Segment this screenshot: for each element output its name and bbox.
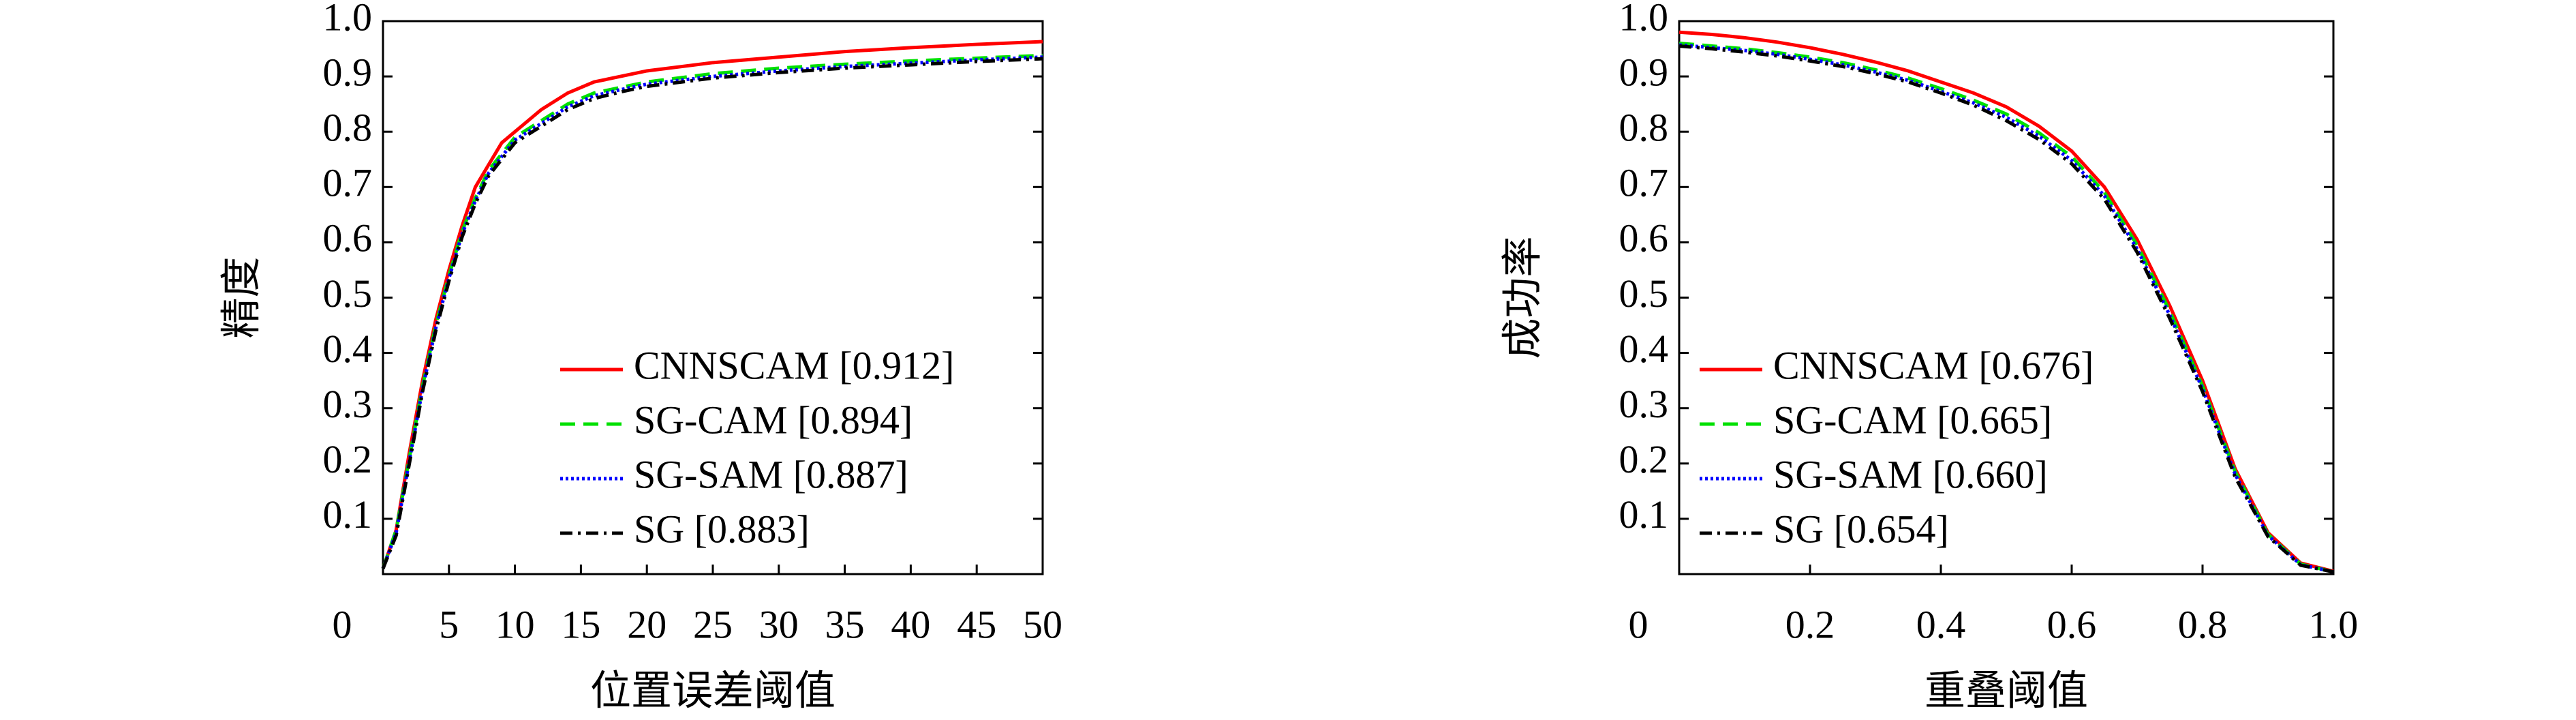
- y-axis-label: 精度: [218, 257, 266, 339]
- x-tick-label: 0.4: [1916, 602, 1966, 646]
- x-tick-label: 10: [495, 602, 535, 646]
- series-line: [381, 57, 1043, 569]
- y-tick-label: 0.8: [1619, 106, 1669, 150]
- y-tick-label: 0.6: [323, 216, 373, 260]
- series-line: [1678, 44, 2334, 574]
- y-axis-label: 成功率: [1499, 237, 1547, 359]
- y-tick-label: 0.1: [1619, 492, 1669, 537]
- legend-label: SG [0.654]: [1773, 507, 1949, 551]
- legend-label: SG-CAM [0.894]: [634, 397, 913, 442]
- x-tick-label: 40: [891, 602, 930, 646]
- legend-label: CNNSCAM [0.676]: [1773, 343, 2094, 387]
- y-tick-label: 0.3: [323, 382, 373, 426]
- x-tick-label: 0.8: [2178, 602, 2228, 646]
- series-line: [1678, 30, 2334, 573]
- x-axis-label: 位置误差阈值: [590, 668, 835, 715]
- legend-label: SG-CAM [0.665]: [1773, 397, 2052, 442]
- x-tick-label: 35: [825, 602, 865, 646]
- y-tick-label: 0.8: [323, 106, 373, 150]
- x-tick-label: 0: [333, 602, 352, 646]
- y-tick-label: 0.7: [323, 161, 373, 205]
- y-tick-label: 0.5: [323, 271, 373, 316]
- x-tick-label: 5: [439, 602, 459, 646]
- x-tick-label: 45: [957, 602, 996, 646]
- y-tick-label: 0.2: [323, 437, 373, 481]
- x-tick-label: 25: [693, 602, 733, 646]
- x-tick-label: 0.2: [1785, 602, 1835, 646]
- legend-label: SG-SAM [0.887]: [634, 452, 908, 496]
- x-tick-label: 0.6: [2047, 602, 2097, 646]
- y-tick-label: 0.7: [1619, 161, 1669, 205]
- y-tick-label: 0.1: [323, 492, 373, 537]
- x-axis-label: 重叠阈值: [1925, 668, 2088, 715]
- x-tick-label: 50: [1023, 602, 1062, 646]
- legend-label: SG [0.883]: [634, 507, 810, 551]
- y-tick-label: 0.2: [1619, 437, 1669, 481]
- y-tick-label: 0.3: [1619, 382, 1669, 426]
- y-tick-label: 0.4: [323, 327, 373, 371]
- x-tick-label: 15: [561, 602, 600, 646]
- y-tick-label: 0.9: [323, 50, 373, 94]
- y-tick-label: 0.9: [1619, 50, 1669, 94]
- y-tick-label: 0.4: [1619, 327, 1669, 371]
- legend-label: SG-SAM [0.660]: [1773, 452, 2048, 496]
- y-tick-label: 0.6: [1619, 216, 1669, 260]
- x-tick-label: 1.0: [2309, 602, 2359, 646]
- y-tick-label: 1.0: [1619, 0, 1669, 39]
- x-tick-label: 0: [1629, 602, 1649, 646]
- legend-label: CNNSCAM [0.912]: [634, 343, 955, 387]
- x-tick-label: 30: [759, 602, 799, 646]
- y-tick-label: 0.5: [1619, 271, 1669, 316]
- series-line: [1678, 41, 2334, 574]
- x-tick-label: 20: [627, 602, 666, 646]
- y-tick-label: 1.0: [323, 0, 373, 39]
